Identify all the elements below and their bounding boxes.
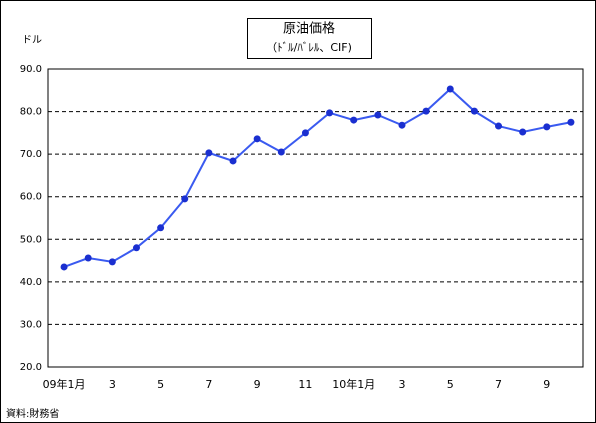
x-tick-label: 3 [109, 378, 116, 391]
y-tick-label: 90.0 [20, 64, 42, 75]
y-tick-label: 80.0 [20, 107, 42, 118]
data-point [60, 263, 68, 271]
x-tick-label: 10年1月 [332, 377, 375, 391]
data-point [446, 85, 454, 93]
series-line [63, 87, 572, 268]
data-point [181, 195, 189, 203]
data-point [422, 107, 430, 115]
x-tick-label: 5 [447, 378, 454, 391]
data-point [253, 135, 261, 143]
x-tick-label: 7 [205, 378, 212, 391]
data-point [108, 258, 116, 266]
data-point [350, 116, 358, 124]
x-tick-label: 11 [298, 378, 312, 391]
data-point [132, 244, 140, 252]
y-unit: ドル [22, 35, 42, 46]
data-point [374, 111, 382, 119]
x-tick-label: 7 [495, 378, 502, 391]
y-tick-label: 60.0 [20, 192, 42, 203]
x-tick-label: 5 [157, 378, 164, 391]
data-point [157, 224, 165, 232]
y-tick-label: 40.0 [20, 277, 42, 288]
data-point [229, 157, 237, 165]
x-tick-label: 9 [543, 378, 550, 391]
title-box [247, 18, 372, 59]
data-point [398, 121, 406, 129]
data-point [543, 123, 551, 131]
source: 資料:財務省 [6, 407, 59, 420]
y-tick-label: 30.0 [20, 319, 42, 330]
x-tick-label: 9 [254, 378, 261, 391]
data-point [301, 129, 309, 137]
y-tick-label: 20.0 [20, 362, 42, 373]
data-point [84, 254, 92, 262]
y-tick-label: 70.0 [20, 149, 42, 160]
chart-subtitle: （ﾄﾞﾙ/ﾊﾞﾚﾙ、CIF) [266, 41, 352, 54]
data-point [470, 107, 478, 115]
y-tick-label: 50.0 [20, 234, 42, 245]
data-point [205, 149, 213, 157]
chart-title: 原油価格 [283, 21, 335, 37]
data-point [326, 109, 334, 117]
data-point [277, 148, 285, 156]
x-tick-label: 3 [398, 378, 405, 391]
x-tick-label: 09年1月 [43, 377, 86, 391]
data-point [519, 128, 527, 136]
data-point [495, 122, 503, 130]
data-point [567, 118, 575, 126]
